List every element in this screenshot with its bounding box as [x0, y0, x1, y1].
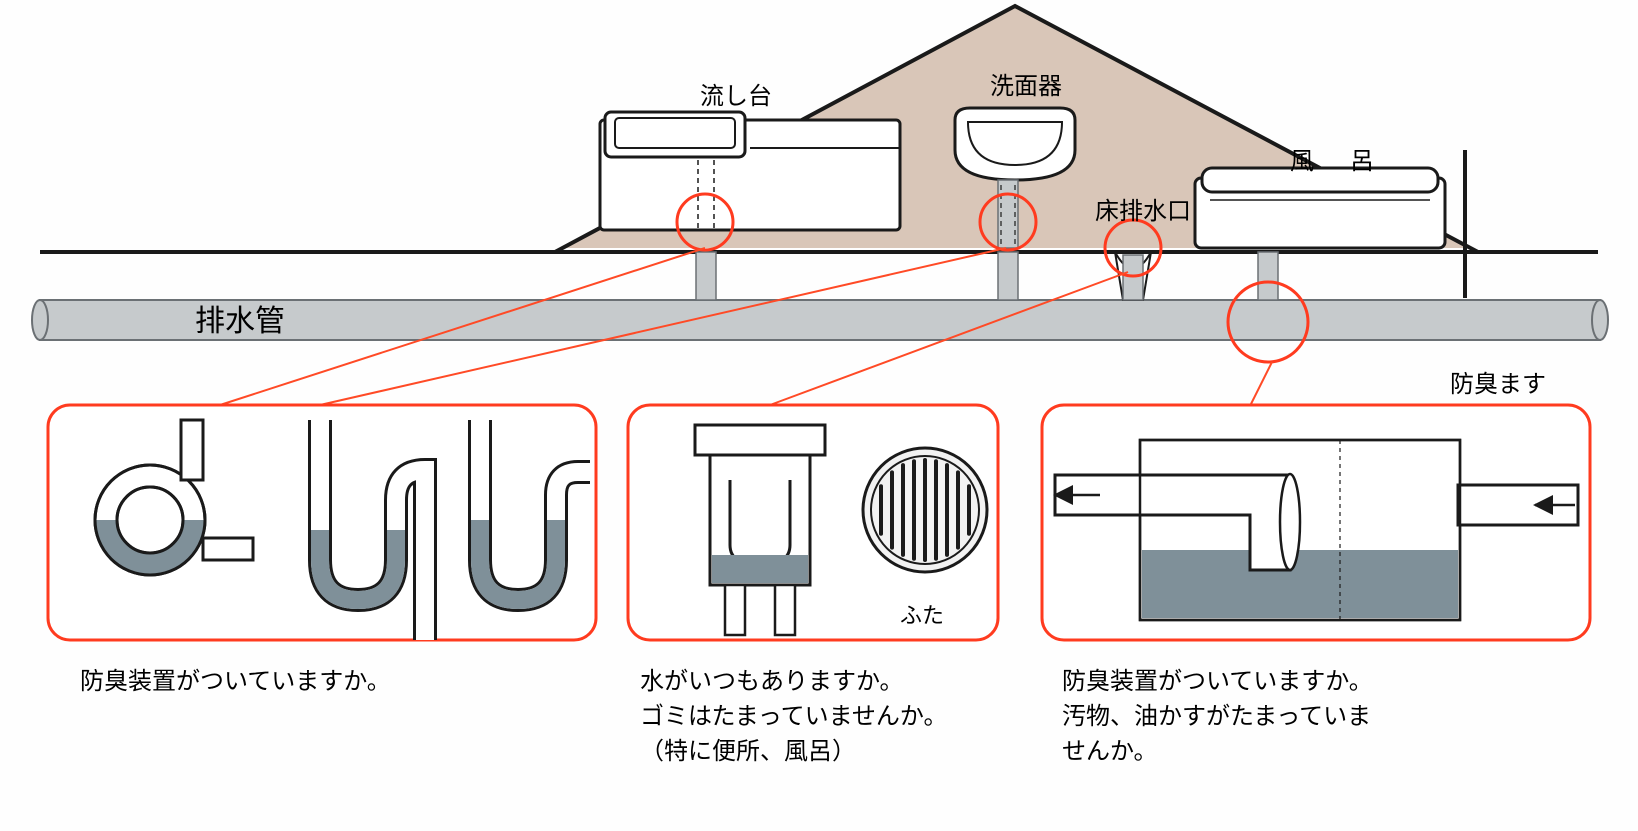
label-deodorant: 防臭ます — [1450, 368, 1546, 403]
label-lid: ふた — [900, 600, 944, 632]
bathtub — [1195, 168, 1445, 248]
leader-line — [1250, 362, 1272, 406]
label-basin: 洗面器 — [990, 70, 1062, 105]
callout-1-text: 防臭装置がついていますか。 — [80, 665, 391, 700]
label-sink: 流し台 — [700, 80, 772, 115]
callout-3-text: 防臭装置がついていますか。 汚物、油かすがたまっていま せんか。 — [1062, 665, 1373, 769]
label-floor-drain: 床排水口 — [1095, 195, 1191, 230]
callout-2-text: 水がいつもありますか。 ゴミはたまっていませんか。 （特に便所、風呂） — [640, 665, 947, 769]
sink — [600, 112, 900, 230]
label-pipe: 排水管 — [195, 300, 285, 344]
label-bath: 風 呂 — [1290, 145, 1380, 180]
